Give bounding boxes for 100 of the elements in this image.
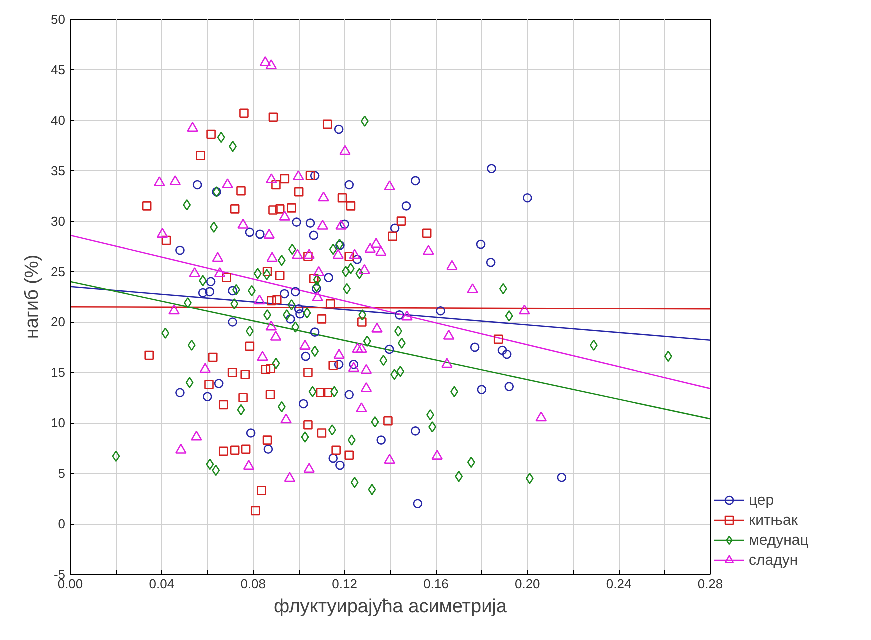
point	[340, 220, 350, 229]
point	[322, 120, 332, 130]
point	[240, 370, 250, 380]
point	[241, 444, 251, 454]
point	[280, 289, 290, 299]
x-tick-label: 0.28	[698, 576, 724, 592]
point	[280, 174, 290, 184]
point	[422, 228, 432, 238]
point	[142, 202, 152, 211]
point	[298, 399, 308, 409]
point	[250, 506, 260, 516]
point	[192, 180, 202, 190]
y-tick-label: 45	[51, 62, 66, 78]
point	[309, 230, 319, 240]
point	[413, 499, 423, 509]
point	[286, 314, 296, 324]
point	[502, 350, 512, 360]
point	[344, 390, 354, 400]
y-tick-label: 15	[51, 365, 66, 380]
point	[376, 436, 386, 445]
point	[264, 444, 274, 454]
point	[266, 390, 276, 400]
point	[214, 379, 224, 388]
point	[268, 112, 278, 122]
y-tick-label: 5	[58, 466, 66, 482]
y-tick-label: 25	[51, 264, 66, 280]
point	[301, 352, 311, 362]
point	[324, 273, 334, 282]
point	[304, 420, 313, 430]
point	[394, 310, 404, 320]
point	[204, 380, 214, 390]
point	[316, 388, 326, 398]
point	[402, 202, 412, 211]
point	[498, 346, 508, 356]
point	[196, 151, 206, 160]
point	[294, 304, 304, 314]
point	[326, 299, 336, 309]
point	[202, 392, 212, 402]
point	[344, 252, 354, 262]
point	[317, 314, 327, 324]
point	[256, 230, 265, 240]
point	[262, 436, 272, 445]
point	[317, 428, 327, 438]
point	[266, 364, 276, 374]
point	[384, 344, 394, 354]
y-tick-label: 10	[51, 416, 66, 431]
point	[487, 164, 496, 174]
point	[396, 216, 406, 226]
x-axis-title: флуктуирајућа асиметрија	[274, 596, 508, 618]
point	[294, 187, 304, 197]
x-tick-label: 0.12	[332, 576, 358, 592]
point	[346, 202, 356, 211]
point	[245, 228, 255, 238]
point	[292, 218, 302, 227]
point	[176, 246, 185, 256]
point	[312, 284, 322, 294]
point	[494, 334, 504, 344]
point	[332, 446, 341, 456]
point	[304, 252, 313, 262]
point	[304, 368, 313, 378]
point	[436, 306, 446, 316]
point	[310, 274, 319, 284]
point	[336, 460, 345, 470]
point	[266, 296, 276, 306]
point	[349, 360, 359, 370]
point	[218, 446, 228, 456]
y-tick-label: 35	[51, 163, 66, 178]
point	[344, 180, 354, 190]
point	[310, 328, 320, 337]
point	[388, 232, 398, 242]
point	[268, 206, 278, 215]
point	[228, 318, 238, 327]
point	[306, 171, 316, 181]
point	[275, 271, 285, 280]
point	[176, 388, 185, 398]
point	[245, 342, 255, 352]
point	[344, 450, 354, 460]
point	[310, 171, 320, 181]
point	[476, 240, 486, 250]
y-tick-label: 40	[51, 112, 66, 128]
point	[334, 124, 344, 134]
point	[352, 255, 362, 264]
y-tick-label: 30	[51, 214, 66, 229]
point	[322, 388, 332, 398]
point	[287, 204, 296, 213]
point	[218, 400, 228, 410]
point	[205, 287, 215, 297]
point	[390, 224, 400, 234]
point	[272, 295, 282, 305]
point	[477, 385, 487, 394]
point	[236, 186, 246, 196]
point	[228, 368, 238, 378]
point	[306, 218, 316, 228]
point	[272, 180, 281, 190]
point	[144, 350, 154, 360]
point	[246, 428, 256, 438]
x-tick-label: 0.24	[606, 576, 632, 592]
point	[470, 342, 480, 352]
point	[338, 193, 348, 203]
x-tick-label: 0.20	[514, 576, 540, 592]
